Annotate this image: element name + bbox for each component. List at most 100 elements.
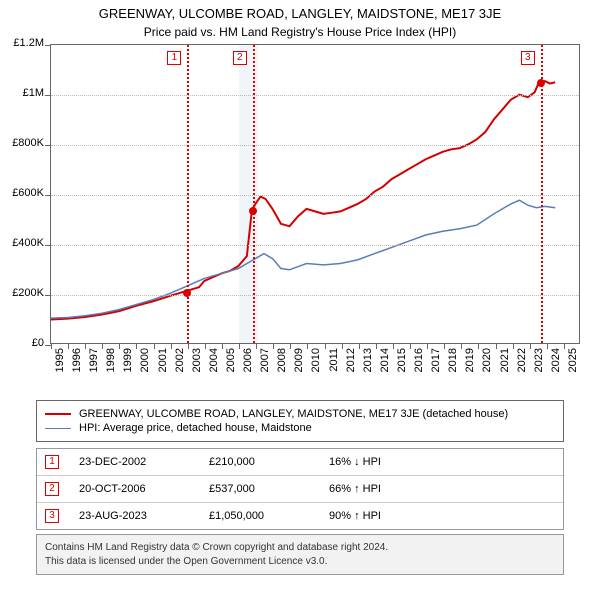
xtick [444, 343, 445, 349]
event-index-box: 1 [45, 455, 59, 469]
ytick [45, 295, 51, 296]
x-axis-label: 2012 [345, 348, 357, 388]
x-axis-label: 2018 [447, 348, 459, 388]
page: GREENWAY, ULCOMBE ROAD, LANGLEY, MAIDSTO… [0, 0, 600, 590]
y-axis-label: £600K [0, 187, 44, 199]
xtick [307, 343, 308, 349]
event-hpi-delta: 16% ↓ HPI [329, 456, 555, 468]
legend-label: GREENWAY, ULCOMBE ROAD, LANGLEY, MAIDSTO… [79, 408, 508, 420]
event-date: 20-OCT-2006 [79, 483, 189, 495]
x-axis-label: 2019 [464, 348, 476, 388]
xtick [188, 343, 189, 349]
event-index-box: 2 [45, 482, 59, 496]
y-axis-label: £0 [0, 337, 44, 349]
legend-row: HPI: Average price, detached house, Maid… [45, 421, 555, 435]
xtick [154, 343, 155, 349]
xtick [290, 343, 291, 349]
event-date: 23-AUG-2023 [79, 510, 189, 522]
x-axis-label: 2004 [208, 348, 220, 388]
plot-area: 1 2 3 [50, 44, 580, 344]
event-vline [541, 45, 543, 343]
legend: GREENWAY, ULCOMBE ROAD, LANGLEY, MAIDSTO… [36, 400, 564, 442]
xtick [85, 343, 86, 349]
event-price: £537,000 [209, 483, 309, 495]
x-axis-label: 2025 [567, 348, 579, 388]
x-axis-label: 2010 [310, 348, 322, 388]
x-axis-label: 2003 [191, 348, 203, 388]
xtick [342, 343, 343, 349]
xtick [461, 343, 462, 349]
x-axis-label: 2024 [550, 348, 562, 388]
x-axis-label: 2015 [396, 348, 408, 388]
x-axis-label: 2000 [139, 348, 151, 388]
event-price: £1,050,000 [209, 510, 309, 522]
gridline [51, 145, 579, 146]
event-dot [537, 79, 545, 87]
xtick [376, 343, 377, 349]
ytick [45, 245, 51, 246]
xtick [359, 343, 360, 349]
event-marker-box: 2 [233, 51, 247, 65]
y-axis-label: £200K [0, 287, 44, 299]
chart-title: GREENWAY, ULCOMBE ROAD, LANGLEY, MAIDSTO… [0, 0, 600, 21]
x-axis-label: 1997 [88, 348, 100, 388]
x-axis-label: 2021 [499, 348, 511, 388]
event-marker-box: 3 [521, 51, 535, 65]
x-axis-label: 2014 [379, 348, 391, 388]
footer-line-2: This data is licensed under the Open Gov… [45, 555, 555, 569]
legend-swatch [45, 413, 71, 415]
event-dot [249, 207, 257, 215]
x-axis-label: 2017 [430, 348, 442, 388]
event-hpi-delta: 90% ↑ HPI [329, 510, 555, 522]
event-date: 23-DEC-2002 [79, 456, 189, 468]
xtick [496, 343, 497, 349]
legend-row: GREENWAY, ULCOMBE ROAD, LANGLEY, MAIDSTO… [45, 407, 555, 421]
series-property [51, 81, 555, 319]
gridline [51, 195, 579, 196]
x-axis-label: 2016 [413, 348, 425, 388]
x-axis-label: 1998 [105, 348, 117, 388]
event-hpi-delta: 66% ↑ HPI [329, 483, 555, 495]
xtick [119, 343, 120, 349]
event-marker-box: 1 [167, 51, 181, 65]
xtick [530, 343, 531, 349]
footer-line-1: Contains HM Land Registry data © Crown c… [45, 541, 555, 555]
xtick [68, 343, 69, 349]
gridline [51, 295, 579, 296]
xtick [239, 343, 240, 349]
legend-label: HPI: Average price, detached house, Maid… [79, 422, 312, 434]
chart-subtitle: Price paid vs. HM Land Registry's House … [0, 21, 600, 39]
xtick [393, 343, 394, 349]
x-axis-label: 2002 [174, 348, 186, 388]
xtick [478, 343, 479, 349]
event-dot [183, 289, 191, 297]
xtick [51, 343, 52, 349]
gridline [51, 95, 579, 96]
xtick [256, 343, 257, 349]
ytick [45, 45, 51, 46]
x-axis-label: 2006 [242, 348, 254, 388]
event-vline [187, 45, 189, 343]
xtick [325, 343, 326, 349]
xtick [205, 343, 206, 349]
event-row: 1 23-DEC-2002 £210,000 16% ↓ HPI [37, 449, 563, 476]
xtick [410, 343, 411, 349]
x-axis-label: 2023 [533, 348, 545, 388]
x-axis-label: 1996 [71, 348, 83, 388]
x-axis-label: 2001 [157, 348, 169, 388]
xtick [427, 343, 428, 349]
xtick [222, 343, 223, 349]
event-price: £210,000 [209, 456, 309, 468]
x-axis-label: 2008 [276, 348, 288, 388]
y-axis-label: £1M [0, 87, 44, 99]
xtick [564, 343, 565, 349]
x-axis-label: 1995 [54, 348, 66, 388]
x-axis-label: 2011 [328, 348, 340, 388]
x-axis-label: 2005 [225, 348, 237, 388]
event-row: 2 20-OCT-2006 £537,000 66% ↑ HPI [37, 476, 563, 503]
xtick [273, 343, 274, 349]
xtick [102, 343, 103, 349]
chart: 123 £0£200K£400K£600K£800K£1M£1.2M199519… [0, 44, 600, 394]
series-hpi [51, 200, 555, 318]
y-axis-label: £1.2M [0, 37, 44, 49]
